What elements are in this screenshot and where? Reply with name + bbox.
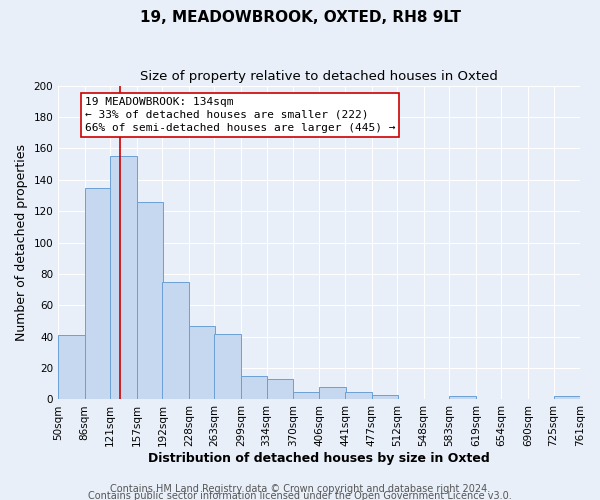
Y-axis label: Number of detached properties: Number of detached properties bbox=[15, 144, 28, 341]
Bar bbox=[241, 376, 268, 400]
Bar bbox=[449, 396, 476, 400]
Text: Contains public sector information licensed under the Open Government Licence v3: Contains public sector information licen… bbox=[88, 491, 512, 500]
Bar bbox=[58, 335, 85, 400]
Bar bbox=[85, 188, 111, 400]
Bar bbox=[266, 379, 293, 400]
Bar bbox=[293, 392, 319, 400]
Bar bbox=[189, 326, 215, 400]
Bar bbox=[214, 334, 241, 400]
Bar bbox=[110, 156, 137, 400]
Title: Size of property relative to detached houses in Oxted: Size of property relative to detached ho… bbox=[140, 70, 498, 83]
Bar bbox=[371, 394, 398, 400]
Text: Contains HM Land Registry data © Crown copyright and database right 2024.: Contains HM Land Registry data © Crown c… bbox=[110, 484, 490, 494]
X-axis label: Distribution of detached houses by size in Oxted: Distribution of detached houses by size … bbox=[148, 452, 490, 465]
Bar bbox=[319, 387, 346, 400]
Bar bbox=[345, 392, 371, 400]
Bar bbox=[554, 396, 580, 400]
Text: 19, MEADOWBROOK, OXTED, RH8 9LT: 19, MEADOWBROOK, OXTED, RH8 9LT bbox=[139, 10, 461, 25]
Bar bbox=[137, 202, 163, 400]
Text: 19 MEADOWBROOK: 134sqm
← 33% of detached houses are smaller (222)
66% of semi-de: 19 MEADOWBROOK: 134sqm ← 33% of detached… bbox=[85, 96, 395, 133]
Bar bbox=[163, 282, 189, 400]
